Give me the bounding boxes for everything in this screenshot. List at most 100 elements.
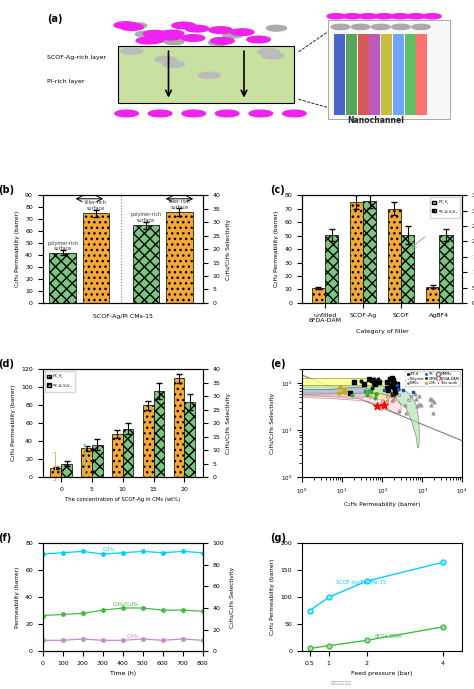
- Point: [405, 395, 413, 406]
- Circle shape: [172, 22, 195, 29]
- Point: [368, 382, 375, 393]
- Legend: $P_{C_2H_4}$, $\alpha_{C_2H_4/C_2H_6}$: $P_{C_2H_4}$, $\alpha_{C_2H_4/C_2H_6}$: [45, 371, 74, 392]
- X-axis label: The concentration of SCOF-Ag in CMs (wt%): The concentration of SCOF-Ag in CMs (wt%…: [65, 497, 180, 502]
- Point: [336, 382, 344, 393]
- Point: [379, 395, 387, 407]
- Circle shape: [181, 34, 205, 41]
- X-axis label: Category of filler: Category of filler: [356, 329, 409, 334]
- FancyBboxPatch shape: [405, 34, 416, 114]
- Point: [361, 386, 369, 397]
- Point: [393, 382, 401, 393]
- Point: [429, 407, 437, 418]
- Y-axis label: C₂H₄/C₂H₆ Selectivity: C₂H₄/C₂H₆ Selectivity: [226, 218, 231, 280]
- Circle shape: [283, 110, 306, 117]
- Text: (g): (g): [270, 533, 286, 543]
- Circle shape: [114, 22, 137, 28]
- Text: polymer-rich
surface: polymer-rich surface: [130, 212, 162, 223]
- Circle shape: [412, 24, 430, 30]
- Circle shape: [247, 37, 270, 43]
- Point: [389, 396, 396, 407]
- Point: [395, 384, 402, 395]
- Bar: [82, 213, 109, 303]
- Point: [360, 378, 368, 389]
- Point: [386, 374, 394, 385]
- Point: [408, 391, 415, 402]
- Bar: [50, 468, 61, 477]
- FancyBboxPatch shape: [328, 20, 449, 119]
- Ellipse shape: [0, 387, 370, 399]
- Bar: [133, 225, 159, 303]
- Circle shape: [136, 31, 155, 37]
- Circle shape: [375, 14, 393, 19]
- Circle shape: [266, 25, 286, 31]
- Point: [366, 373, 374, 384]
- Point: [383, 382, 391, 393]
- Point: [357, 376, 365, 387]
- Point: [413, 401, 421, 412]
- Text: 6FDA-DAM: 6FDA-DAM: [374, 634, 402, 639]
- Text: (c): (c): [270, 185, 285, 195]
- Point: [430, 397, 438, 408]
- Point: [393, 378, 401, 389]
- Circle shape: [148, 110, 172, 117]
- Point: [370, 373, 378, 384]
- Circle shape: [216, 110, 239, 117]
- Circle shape: [182, 110, 205, 117]
- Point: [415, 398, 423, 409]
- Point: [383, 396, 391, 407]
- Bar: [123, 429, 134, 477]
- Point: [390, 381, 398, 392]
- Text: 一材料分析与应用: 一材料分析与应用: [331, 681, 352, 686]
- Bar: [363, 201, 376, 303]
- Circle shape: [343, 14, 362, 19]
- Y-axis label: C₂H₄/C₂H₆ Selectivity: C₂H₄/C₂H₆ Selectivity: [271, 393, 275, 453]
- Circle shape: [257, 49, 279, 55]
- Ellipse shape: [0, 378, 391, 401]
- Circle shape: [407, 14, 425, 19]
- Ellipse shape: [0, 385, 419, 448]
- FancyBboxPatch shape: [346, 34, 357, 114]
- Circle shape: [115, 110, 138, 117]
- Text: (d): (d): [0, 359, 14, 369]
- FancyBboxPatch shape: [393, 34, 404, 114]
- Circle shape: [136, 37, 160, 44]
- Text: (a): (a): [47, 14, 63, 24]
- Point: [373, 389, 380, 400]
- Point: [399, 384, 407, 395]
- Circle shape: [249, 110, 273, 117]
- Point: [373, 389, 380, 400]
- Circle shape: [359, 14, 377, 19]
- Point: [402, 407, 410, 418]
- X-axis label: Time (h): Time (h): [109, 671, 136, 677]
- Point: [384, 391, 392, 402]
- Bar: [173, 378, 184, 477]
- FancyBboxPatch shape: [417, 34, 428, 114]
- Bar: [166, 212, 193, 303]
- Bar: [325, 235, 338, 303]
- Circle shape: [331, 24, 350, 30]
- Point: [393, 380, 401, 391]
- Circle shape: [185, 25, 209, 32]
- Circle shape: [160, 30, 184, 37]
- FancyBboxPatch shape: [381, 34, 392, 114]
- FancyBboxPatch shape: [358, 34, 369, 114]
- Point: [401, 399, 409, 410]
- Y-axis label: C₂H₄/C₂H₆ Selectivity: C₂H₄/C₂H₆ Selectivity: [230, 566, 235, 628]
- Point: [368, 386, 375, 397]
- Point: [409, 386, 417, 397]
- Point: [340, 384, 348, 395]
- Point: [390, 395, 397, 407]
- Point: [411, 389, 419, 400]
- Point: [396, 390, 403, 401]
- Text: C₂H₄: C₂H₄: [103, 547, 115, 553]
- Circle shape: [223, 32, 243, 38]
- Bar: [49, 253, 76, 303]
- Circle shape: [158, 33, 182, 40]
- Y-axis label: C₂H₄/C₂H₆ Selectivity: C₂H₄/C₂H₆ Selectivity: [226, 393, 231, 453]
- FancyBboxPatch shape: [369, 34, 380, 114]
- X-axis label: C₂H₆ Permeability (barrer): C₂H₆ Permeability (barrer): [344, 502, 420, 506]
- Point: [374, 400, 381, 411]
- Point: [341, 386, 349, 397]
- Circle shape: [155, 56, 176, 63]
- Text: PI-rich layer: PI-rich layer: [47, 79, 84, 84]
